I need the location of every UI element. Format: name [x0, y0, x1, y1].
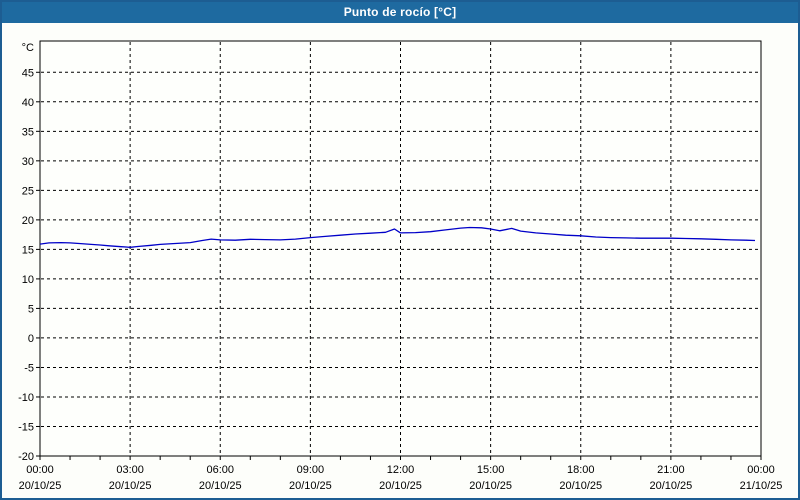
- y-tick-label: -20: [18, 451, 34, 463]
- y-tick-label: 35: [22, 126, 34, 138]
- y-axis-unit-label: °C: [22, 42, 34, 54]
- y-tick-label: 45: [22, 67, 34, 79]
- x-tick-date-label: 20/10/25: [559, 480, 602, 492]
- x-tick-time-label: 18:00: [567, 464, 595, 476]
- x-tick-time-label: 00:00: [747, 464, 775, 476]
- x-tick-date-label: 20/10/25: [379, 480, 422, 492]
- y-tick-label: 40: [22, 97, 34, 109]
- x-tick-date-label: 20/10/25: [19, 480, 62, 492]
- y-tick-label: 20: [22, 215, 34, 227]
- x-tick-date-label: 20/10/25: [199, 480, 242, 492]
- series-line-punto-de-rocío: [39, 226, 756, 248]
- x-tick-time-label: 03:00: [116, 464, 144, 476]
- x-tick-time-label: 00:00: [26, 464, 54, 476]
- y-tick-label: 15: [22, 244, 34, 256]
- x-tick-time-label: 21:00: [657, 464, 685, 476]
- x-tick-time-label: 15:00: [477, 464, 505, 476]
- dew-point-line-chart: °C454035302520151050-5-10-15-2000:0020/1…: [18, 40, 783, 492]
- y-tick-label: -5: [24, 362, 34, 374]
- x-tick-date-label: 20/10/25: [109, 480, 152, 492]
- y-tick-label: -15: [18, 421, 34, 433]
- x-tick-time-label: 12:00: [387, 464, 415, 476]
- chart-title: Punto de rocío [°C]: [343, 5, 457, 19]
- y-tick-label: 0: [28, 333, 34, 345]
- x-tick-time-label: 06:00: [206, 464, 234, 476]
- x-tick-date-label: 21/10/25: [740, 480, 783, 492]
- y-tick-label: 30: [22, 156, 34, 168]
- x-tick-date-label: 20/10/25: [649, 480, 692, 492]
- x-tick-date-label: 20/10/25: [469, 480, 512, 492]
- y-tick-label: 25: [22, 185, 34, 197]
- x-tick-time-label: 09:00: [297, 464, 325, 476]
- x-tick-date-label: 20/10/25: [289, 480, 332, 492]
- y-tick-label: -10: [18, 392, 34, 404]
- y-tick-label: 5: [28, 303, 34, 315]
- chart-title-bar: Punto de rocío [°C]: [2, 2, 798, 23]
- y-tick-label: 10: [22, 274, 34, 286]
